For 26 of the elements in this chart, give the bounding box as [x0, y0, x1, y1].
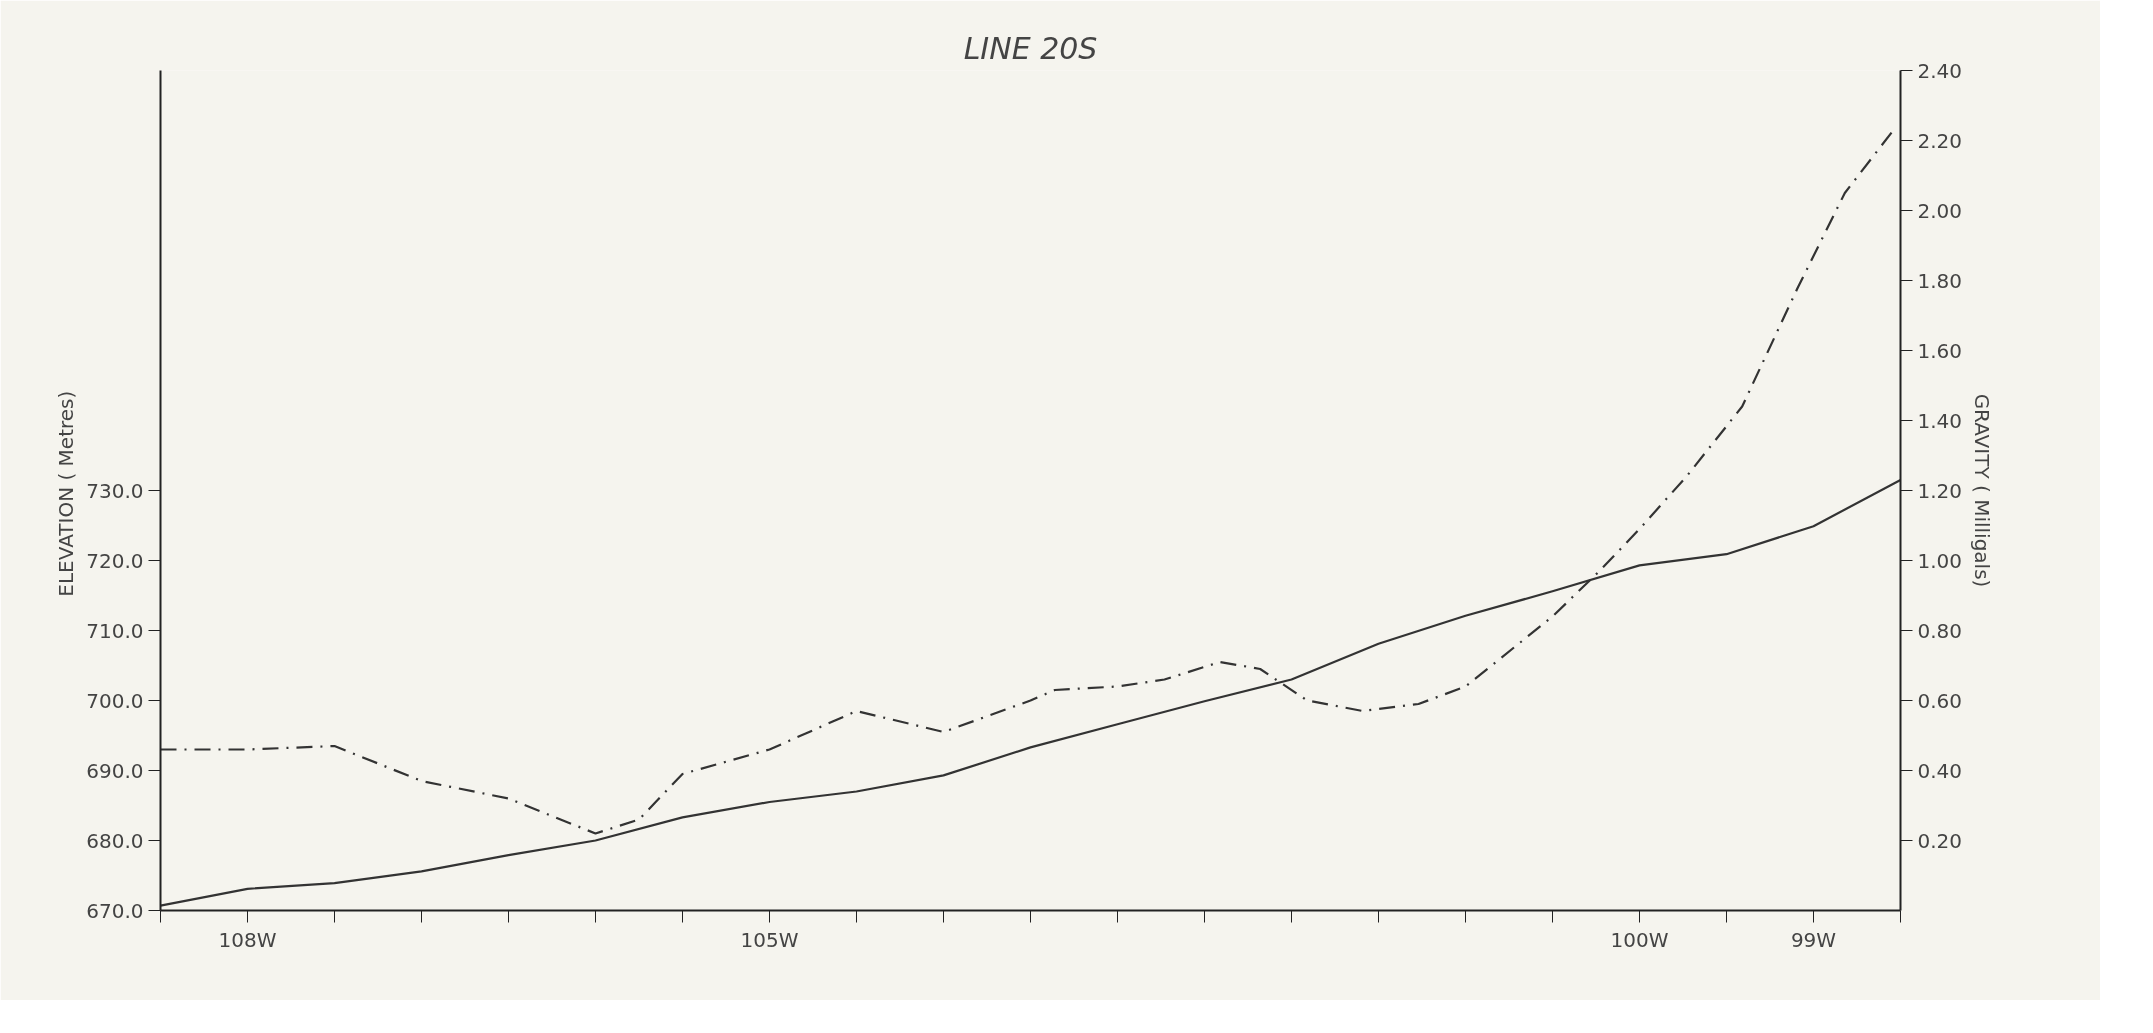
- y2-tick-label: 1.20: [1917, 478, 1963, 503]
- y2-tick-label: 2.20: [1917, 128, 1963, 153]
- y-tick-label: 680.0: [86, 828, 144, 853]
- y2-tick-label: 2.00: [1917, 198, 1963, 223]
- y2-tick-label: 1.80: [1917, 268, 1963, 293]
- chart-title: LINE 20S: [963, 30, 1098, 66]
- y2-tick-label: 1.40: [1917, 408, 1963, 433]
- y2-tick-label: 0.80: [1917, 618, 1963, 643]
- x-tick-label: 105W: [740, 927, 799, 952]
- y2-tick-label: 2.40: [1917, 58, 1963, 83]
- y2-tick-label: 1.00: [1917, 548, 1963, 573]
- y2-tick-label: 0.40: [1917, 758, 1963, 783]
- y-tick-label: 720.0: [86, 548, 144, 573]
- x-tick-label: 99W: [1790, 927, 1837, 952]
- y2-axis-title: GRAVITY ( Milligals): [1970, 393, 1995, 588]
- x-tick-label: 100W: [1610, 927, 1669, 952]
- y-tick-label: 700.0: [86, 688, 144, 713]
- x-tick-label: 108W: [218, 927, 277, 952]
- y-tick-label: 710.0: [86, 618, 144, 643]
- y-tick-label: 730.0: [86, 478, 144, 503]
- y-axis-title: ELEVATION ( Metres): [54, 390, 79, 597]
- y2-tick-label: 0.20: [1917, 828, 1963, 853]
- y2-tick-label: 1.60: [1917, 338, 1963, 363]
- y2-tick-label: 0.60: [1917, 688, 1963, 713]
- y-tick-label: 670.0: [86, 898, 144, 923]
- y-tick-label: 690.0: [86, 758, 144, 783]
